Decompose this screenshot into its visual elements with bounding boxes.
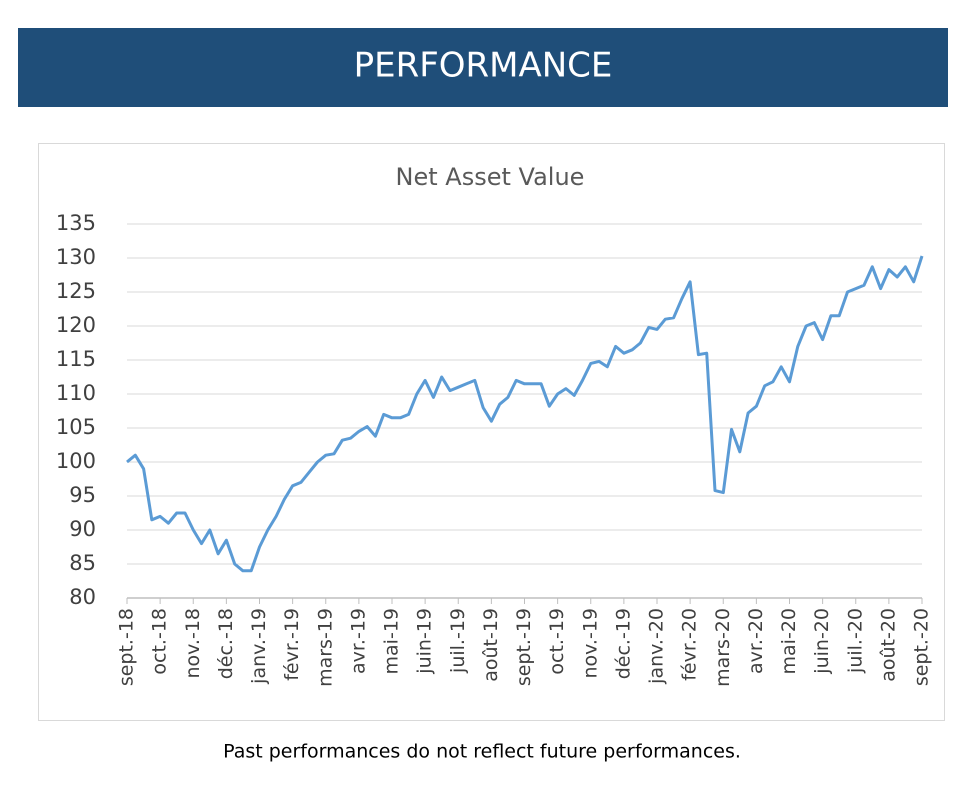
x-tick-label: oct.-18 <box>149 608 171 675</box>
y-tick-label: 130 <box>56 245 96 269</box>
y-tick-label: 135 <box>56 211 96 235</box>
x-tick-label: déc.-18 <box>215 608 237 679</box>
chart-frame <box>38 143 945 721</box>
x-tick-label: juil.-19 <box>447 608 469 674</box>
x-tick-label: oct.-19 <box>546 608 568 675</box>
y-tick-label: 125 <box>56 279 96 303</box>
y-tick-label: 110 <box>56 381 96 405</box>
x-tick-label: nov.-19 <box>579 608 601 679</box>
x-tick-label: déc.-19 <box>612 608 634 679</box>
header-banner <box>18 28 948 107</box>
y-tick-label: 120 <box>56 313 96 337</box>
x-tick-label: avr.-19 <box>347 608 369 674</box>
x-tick-label: mars-19 <box>314 608 336 687</box>
x-tick-label: juin-20 <box>811 608 833 675</box>
x-tick-label: août-19 <box>480 608 502 682</box>
y-tick-label: 105 <box>56 415 96 439</box>
x-tick-label: juil.-20 <box>844 608 866 674</box>
x-tick-label: janv.-19 <box>248 608 270 685</box>
y-tick-label: 90 <box>69 517 96 541</box>
header-title: PERFORMANCE <box>354 46 613 86</box>
x-tick-label: août-20 <box>877 608 899 682</box>
x-tick-label: mai-19 <box>381 608 403 674</box>
x-tick-label: sept.-19 <box>513 608 535 686</box>
y-tick-label: 115 <box>56 347 96 371</box>
y-tick-label: 100 <box>56 449 96 473</box>
x-tick-label: avr.-20 <box>745 608 767 674</box>
x-tick-label: févr.-20 <box>679 608 701 681</box>
x-tick-label: juin-19 <box>414 608 436 675</box>
y-tick-label: 85 <box>69 551 96 575</box>
x-tick-label: sept.-18 <box>116 608 138 686</box>
x-tick-label: nov.-18 <box>182 608 204 679</box>
nav-line <box>126 255 924 573</box>
x-tick-label: mars-20 <box>712 608 734 687</box>
x-tick-label: sept.-20 <box>911 608 933 686</box>
x-tick-label: janv.-20 <box>646 608 668 685</box>
chart-title: Net Asset Value <box>396 163 585 191</box>
footer-note: Past performances do not reflect future … <box>223 741 741 763</box>
y-tick-label: 95 <box>69 483 96 507</box>
x-tick-label: mai-20 <box>778 608 800 674</box>
y-tick-label: 80 <box>69 585 96 609</box>
x-tick-label: févr.-19 <box>281 608 303 681</box>
